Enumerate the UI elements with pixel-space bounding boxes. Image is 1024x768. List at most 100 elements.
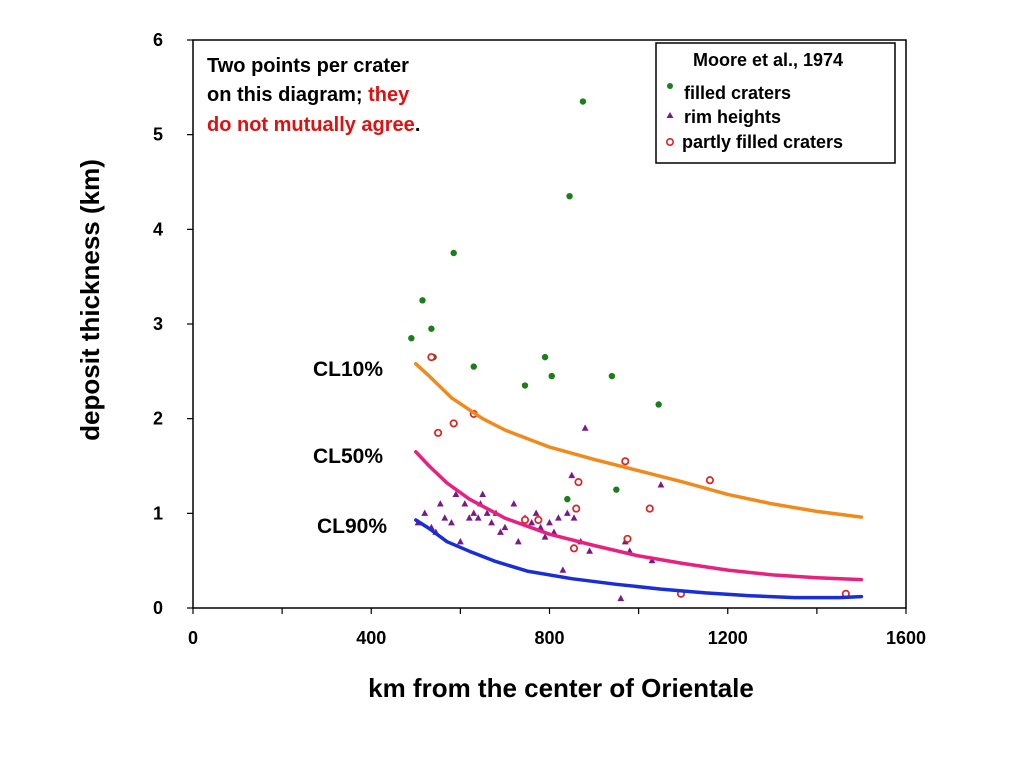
point-filled-crater <box>613 486 620 493</box>
point-rim-height <box>474 514 482 521</box>
point-partly-filled-crater <box>520 515 530 525</box>
legend-entry-partly-filled: partly filled craters <box>682 132 843 152</box>
point-partly-filled-crater <box>427 353 436 362</box>
y-tick-label: 2 <box>153 409 163 429</box>
series-cl50 <box>414 450 864 582</box>
y-axis-title: deposit thickness (km) <box>75 159 105 441</box>
legend-marker-partly-filled <box>665 138 674 147</box>
point-filled-crater <box>470 363 477 370</box>
point-rim-height <box>501 523 509 531</box>
legend-box <box>655 42 896 164</box>
y-tick-label: 5 <box>153 125 163 145</box>
x-tick-label: 400 <box>356 628 386 648</box>
point-rim-height <box>617 594 625 602</box>
point-rim-height <box>563 509 571 516</box>
point-partly-filled-crater <box>434 428 443 437</box>
point-rim-height <box>541 533 549 540</box>
annotation-line-2-red: they <box>368 84 410 106</box>
point-filled-crater <box>541 353 549 361</box>
point-filled-crater <box>548 372 555 380</box>
legend-entry-filled-craters: filled craters <box>684 83 791 103</box>
point-rim-height <box>441 514 449 521</box>
point-filled-crater <box>419 297 426 304</box>
x-axis: 0 400 800 1200 1600 <box>188 608 926 648</box>
point-rim-height <box>465 514 473 521</box>
point-rim-height <box>586 547 594 554</box>
point-partly-filled-crater <box>449 419 458 428</box>
point-partly-filled-crater <box>534 515 543 525</box>
point-rim-height <box>528 519 536 526</box>
point-rim-height <box>648 556 656 564</box>
point-rim-height <box>421 509 429 516</box>
point-rim-height <box>559 566 567 573</box>
series-layer <box>408 98 864 602</box>
point-partly-filled-crater <box>621 457 630 466</box>
point-rim-height <box>532 509 540 516</box>
legend-marker-rim-heights <box>666 112 674 118</box>
point-rim-height <box>570 514 578 521</box>
point-filled-crater <box>566 193 573 200</box>
point-rim-height <box>470 509 478 516</box>
annotation-line-2-black: on this diagram; <box>207 84 368 106</box>
legend-marker-filled-craters <box>667 83 673 89</box>
point-rim-height <box>568 471 576 479</box>
point-rim-height <box>546 519 553 526</box>
y-tick-label: 4 <box>153 219 163 239</box>
annotation-line-3: do not mutually agree. <box>207 114 420 136</box>
x-tick-label: 0 <box>188 628 198 648</box>
y-tick-label: 6 <box>153 30 163 50</box>
point-filled-crater <box>428 325 435 332</box>
y-tick-label: 0 <box>153 598 163 618</box>
point-partly-filled-crater <box>572 504 581 513</box>
x-tick-label: 1200 <box>708 628 748 648</box>
point-filled-crater <box>564 495 571 503</box>
line-cl10 <box>414 362 864 519</box>
legend: Moore et al., 1974 filled craters rim he… <box>655 42 896 164</box>
point-rim-height <box>497 528 504 535</box>
line-cl90 <box>414 518 864 600</box>
annotation-note: Two points per crater on this diagram; t… <box>207 55 420 136</box>
legend-entry-rim-heights: rim heights <box>684 107 781 127</box>
y-axis: 0 1 2 3 4 5 6 <box>153 30 193 618</box>
series-cl10 <box>414 362 864 519</box>
point-filled-crater <box>450 249 457 257</box>
curve-label-cl90: CL90% <box>317 515 387 538</box>
line-cl50 <box>414 450 864 582</box>
point-rim-height <box>483 509 491 516</box>
point-rim-height <box>461 500 469 507</box>
x-tick-label: 800 <box>534 628 564 648</box>
point-rim-height <box>555 514 562 521</box>
point-rim-height <box>479 490 487 497</box>
point-filled-crater <box>521 382 529 389</box>
annotation-line-3-red: do not mutually agree <box>207 114 415 136</box>
curve-label-cl50: CL50% <box>313 445 383 468</box>
point-rim-height <box>581 424 589 431</box>
series-cl90 <box>414 518 864 600</box>
point-rim-height <box>456 537 464 545</box>
point-rim-height <box>510 500 518 507</box>
point-partly-filled-crater <box>623 534 632 543</box>
y-tick-label: 1 <box>153 503 163 523</box>
legend-title: Moore et al., 1974 <box>693 50 843 70</box>
point-partly-filled-crater <box>569 544 579 553</box>
point-rim-height <box>448 519 455 526</box>
point-filled-crater <box>579 98 587 105</box>
point-rim-height <box>436 500 444 507</box>
point-rim-height <box>657 481 665 488</box>
y-tick-label: 3 <box>153 314 163 334</box>
annotation-line-3-end: . <box>415 114 421 136</box>
annotation-line-2: on this diagram; they <box>207 84 410 106</box>
point-rim-height <box>488 519 495 526</box>
annotation-line-1: Two points per crater <box>207 55 409 77</box>
point-partly-filled-crater <box>574 478 583 487</box>
point-filled-crater <box>608 372 616 380</box>
x-tick-label: 1600 <box>886 628 926 648</box>
point-partly-filled-crater <box>705 476 714 485</box>
point-partly-filled-crater <box>645 504 654 513</box>
point-rim-height <box>514 537 522 545</box>
x-axis-title: km from the center of Orientale <box>368 673 754 703</box>
curve-label-cl10: CL10% <box>313 358 383 381</box>
point-filled-crater <box>655 401 662 408</box>
point-filled-crater <box>408 335 415 342</box>
